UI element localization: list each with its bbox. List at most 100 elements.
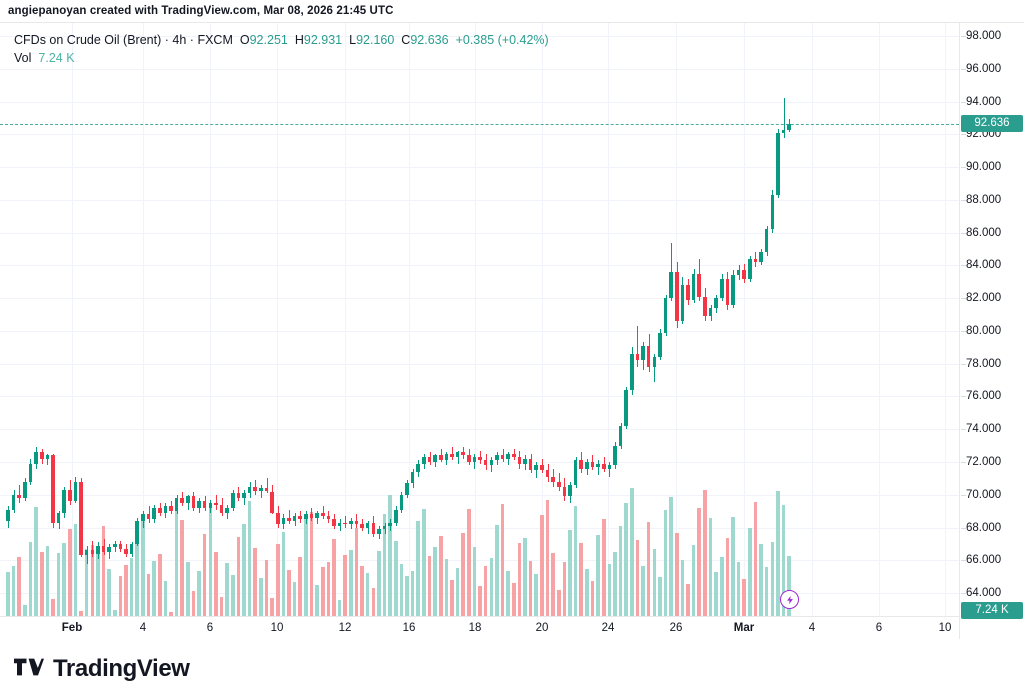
candle-body	[382, 525, 387, 530]
grid-line-horizontal	[0, 167, 959, 168]
time-axis-tick: 4	[139, 622, 147, 634]
candle-body	[332, 519, 336, 526]
price-tick-mark	[961, 200, 966, 201]
candle-body	[562, 486, 567, 497]
candle-body	[450, 453, 454, 458]
candle-body	[663, 298, 668, 333]
price-axis-tick: 72.000	[961, 456, 1001, 468]
candle-wick	[345, 516, 346, 528]
volume-bar	[68, 529, 72, 616]
candle-body	[73, 481, 78, 502]
price-axis-tick: 76.000	[961, 390, 1001, 402]
volume-bar	[253, 548, 258, 616]
candle-body	[478, 457, 482, 461]
volume-bar	[601, 519, 606, 616]
candle-body	[781, 130, 786, 133]
candle-body	[607, 465, 612, 469]
time-axis-tick: Mar	[733, 622, 755, 634]
volume-bar	[62, 542, 66, 616]
volume-bar	[540, 515, 544, 616]
candle-body	[540, 465, 544, 471]
volume-bar	[512, 582, 516, 616]
candle-body	[680, 285, 685, 322]
volume-bar	[697, 507, 702, 616]
candle-body	[714, 298, 718, 309]
price-axis[interactable]: 98.000 96.000 94.000 92.000 90.000 88.000 86.0…	[959, 23, 1024, 640]
volume-bar	[489, 558, 494, 616]
volume-bar	[438, 535, 443, 616]
price-axis-tick: 74.000	[961, 423, 1001, 435]
time-axis-tick: 16	[402, 622, 416, 634]
candle-body	[231, 493, 235, 508]
chart-plot-area[interactable]	[0, 23, 959, 616]
volume-bar	[174, 499, 179, 616]
volume-bar	[573, 506, 578, 616]
candle-body	[17, 494, 22, 499]
volume-bar	[17, 556, 22, 616]
candle-body	[742, 270, 746, 279]
candle-body	[736, 270, 741, 276]
volume-bar	[202, 534, 207, 616]
candle-body	[500, 455, 505, 459]
time-axis-tick: 4	[808, 622, 816, 634]
volume-bar	[652, 549, 657, 616]
volume-bar	[51, 598, 55, 616]
price-axis-tick: 88.000	[961, 194, 1001, 206]
grid-line-vertical	[210, 23, 211, 616]
volume-bar	[405, 576, 409, 616]
candle-wick	[92, 540, 93, 558]
footer: TradingView	[0, 639, 1024, 699]
volume-bar	[73, 523, 78, 616]
price-axis-tick: 80.000	[961, 325, 1001, 337]
volume-bar	[781, 504, 786, 616]
candle-body	[45, 455, 50, 459]
volume-bar	[686, 583, 690, 616]
candle-body	[573, 460, 578, 485]
volume-bar	[523, 538, 527, 616]
current-price-badge[interactable]: 92.636	[961, 115, 1023, 133]
volume-bar	[461, 532, 465, 616]
time-axis-tick: 18	[468, 622, 482, 634]
candle-body	[388, 522, 392, 526]
volume-bar	[517, 543, 522, 616]
volume-bar	[568, 530, 572, 616]
volume-bar	[315, 584, 319, 616]
volume-bar	[208, 505, 213, 616]
price-axis-tick: 68.000	[961, 522, 1001, 534]
candle-body	[202, 501, 207, 508]
candle-body	[506, 453, 510, 459]
candle-wick	[458, 450, 459, 464]
candle-body	[405, 483, 409, 495]
price-axis-tick: 66.000	[961, 554, 1001, 566]
candle-body	[309, 514, 314, 518]
volume-bar	[304, 518, 308, 616]
candle-body	[691, 273, 696, 300]
volume-bar	[247, 501, 252, 616]
candle-body	[96, 545, 100, 554]
volume-bar	[680, 559, 685, 616]
lightning-bolt-icon[interactable]	[780, 590, 800, 609]
volume-bar	[607, 563, 612, 616]
volume-bar	[725, 537, 730, 616]
volume-badge[interactable]: 7.24 K	[961, 602, 1023, 619]
volume-bar	[197, 571, 201, 616]
volume-bar	[585, 568, 589, 616]
candle-wick	[317, 511, 318, 525]
candle-body	[11, 494, 16, 510]
volume-bar	[231, 574, 235, 616]
candle-body	[197, 501, 201, 508]
candle-body	[34, 452, 38, 464]
volume-bar	[309, 511, 314, 616]
candle-body	[84, 550, 89, 556]
volume-bar	[455, 568, 460, 616]
volume-bar	[146, 573, 151, 616]
volume-bar	[596, 535, 600, 616]
candle-body	[410, 471, 415, 484]
grid-line-horizontal	[0, 528, 959, 529]
volume-bar	[669, 497, 673, 616]
volume-bar	[337, 600, 342, 616]
candle-wick	[536, 462, 537, 479]
candle-body	[641, 345, 645, 361]
volume-bar	[663, 510, 668, 616]
time-axis[interactable]: Feb 4 6 10 12 16 18 20 24 26 Mar 4 6 10	[0, 616, 959, 640]
